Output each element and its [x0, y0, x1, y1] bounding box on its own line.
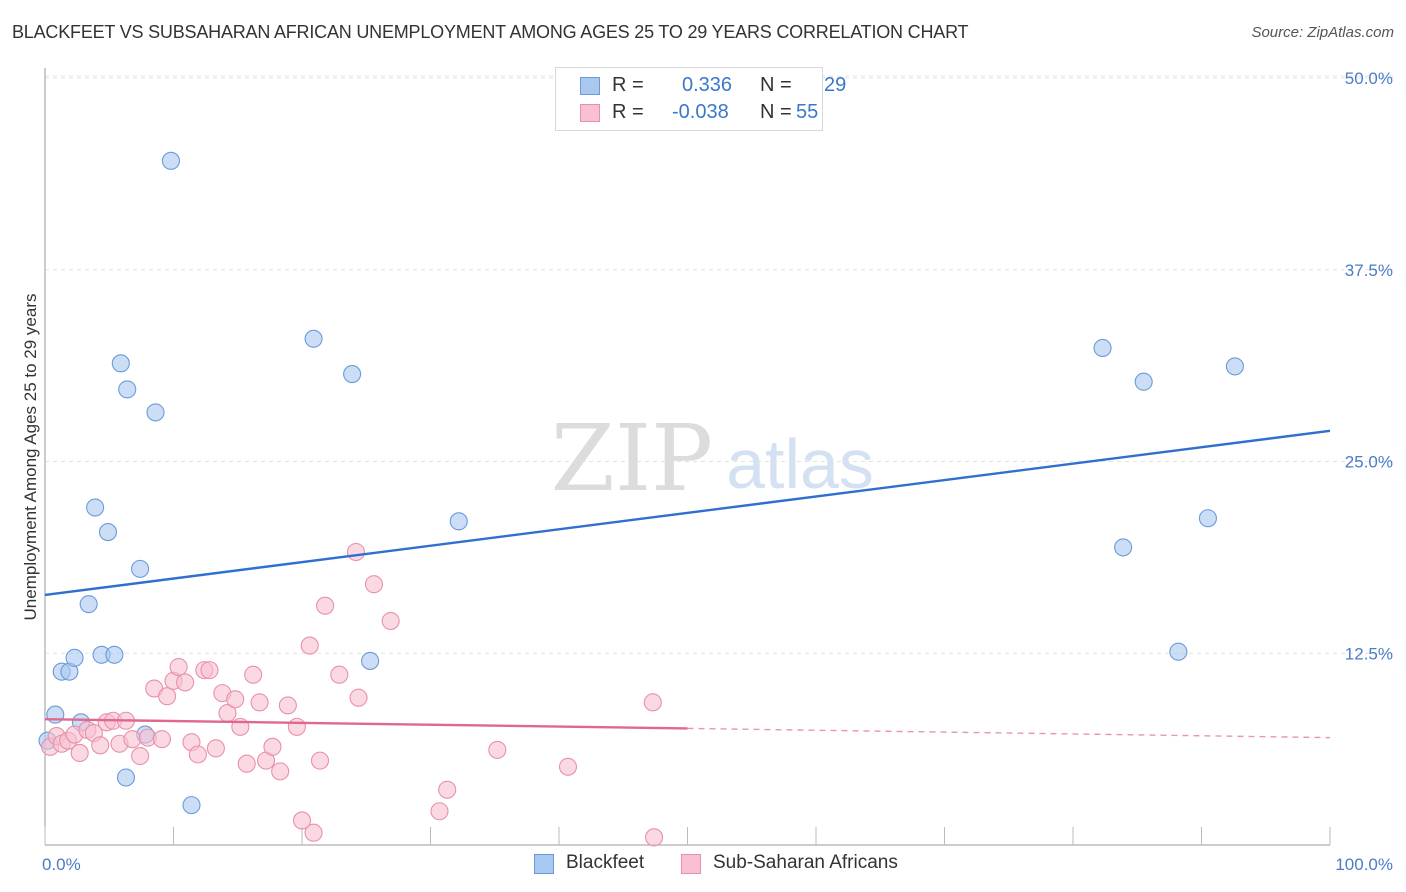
series-legend: Blackfeet Sub-Saharan Africans: [0, 851, 1406, 879]
blackfeet-point: [131, 559, 150, 578]
x-tick-label: 100.0%: [1335, 855, 1393, 874]
subsaharan-point: [349, 688, 368, 707]
subsaharan-point: [226, 690, 245, 709]
legend-r-label: R =: [612, 101, 644, 123]
subsaharan-trend-line-extension: [687, 727, 1331, 739]
y-axis-label: Unemployment Among Ages 25 to 29 years: [21, 294, 40, 621]
subsaharan-point: [271, 762, 290, 781]
blackfeet-point: [79, 595, 98, 614]
subsaharan-point: [158, 687, 177, 706]
subsaharan-point: [346, 542, 366, 562]
y-tick-label: 37.5%: [1345, 261, 1393, 280]
blackfeet-point: [116, 768, 136, 787]
axes: [44, 68, 1331, 846]
trend-lines: [44, 429, 1331, 739]
subsaharan-point: [176, 673, 195, 692]
subsaharan-point: [300, 636, 319, 655]
subsaharan-point: [263, 737, 282, 756]
subsaharan-point: [292, 811, 312, 830]
blackfeet-point: [1225, 357, 1244, 376]
legend-n-value: 29: [824, 74, 847, 96]
blackfeet-point: [98, 523, 118, 542]
subsaharan-point: [131, 746, 150, 766]
subsaharan-point: [310, 751, 330, 770]
legend-label-blackfeet: Blackfeet: [566, 852, 645, 873]
watermark-atlas: atlas: [726, 425, 874, 503]
blackfeet-point: [86, 498, 105, 517]
blackfeet-point: [65, 648, 84, 667]
grid-lines: [45, 75, 1393, 654]
subsaharan-point: [438, 780, 457, 799]
blackfeet-trend-line: [44, 429, 1331, 597]
subsaharan-point: [200, 661, 219, 680]
y-tick-label: 12.5%: [1345, 644, 1393, 663]
data-points: [38, 151, 1244, 847]
blackfeet-point: [1114, 538, 1133, 557]
legend-swatch-subsaharan: [580, 104, 600, 122]
subsaharan-point: [316, 596, 335, 615]
blackfeet-point: [161, 151, 180, 170]
tick-labels: 12.5% 25.0% 37.5% 50.0% 0.0% 100.0%: [42, 69, 1393, 874]
subsaharan-point: [152, 730, 171, 749]
legend-r-label: R =: [612, 74, 644, 96]
legend-n-label: N =: [760, 74, 792, 96]
blackfeet-point: [105, 645, 124, 664]
subsaharan-point: [488, 740, 507, 759]
watermark-zip: ZIP: [551, 405, 713, 512]
correlation-legend: R = 0.336 N = 29 R = -0.038 N = 55: [555, 67, 846, 131]
blackfeet-point: [449, 512, 468, 531]
subsaharan-point: [330, 665, 349, 684]
blackfeet-point: [361, 651, 380, 670]
legend-swatch-blackfeet: [580, 77, 600, 95]
subsaharan-point: [70, 743, 89, 763]
blackfeet-point: [304, 329, 323, 348]
chart-title: BLACKFEET VS SUBSAHARAN AFRICAN UNEMPLOY…: [12, 22, 969, 42]
subsaharan-point: [278, 696, 297, 715]
blackfeet-point: [1169, 642, 1188, 661]
blackfeet-point: [1093, 338, 1112, 358]
legend-swatch-blackfeet: [534, 854, 554, 874]
blackfeet-point: [118, 380, 137, 399]
subsaharan-trend-line: [44, 718, 688, 730]
subsaharan-point: [188, 745, 207, 764]
subsaharan-point: [250, 693, 269, 712]
blackfeet-point: [343, 365, 362, 384]
subsaharan-point: [645, 828, 664, 847]
subsaharan-point: [237, 754, 256, 773]
subsaharan-point: [287, 717, 306, 736]
subsaharan-point: [123, 730, 142, 749]
legend-n-value: 55: [796, 101, 819, 123]
x-tick-label: 0.0%: [42, 855, 81, 874]
legend-swatch-subsaharan: [681, 854, 701, 874]
legend-label-subsaharan: Sub-Saharan Africans: [713, 852, 898, 873]
subsaharan-point: [244, 665, 263, 684]
y-tick-label: 25.0%: [1345, 453, 1393, 472]
legend-n-label: N =: [760, 101, 792, 123]
subsaharan-point: [91, 736, 110, 755]
legend-r-value: -0.038: [672, 101, 729, 123]
source-credit: Source: ZipAtlas.com: [1251, 24, 1394, 41]
subsaharan-point: [206, 739, 225, 758]
blackfeet-point: [1134, 372, 1153, 391]
blackfeet-point: [146, 403, 165, 422]
subsaharan-point: [430, 802, 449, 821]
blackfeet-point: [182, 796, 201, 815]
y-tick-label: 50.0%: [1345, 69, 1393, 88]
legend-r-value: 0.336: [682, 74, 733, 96]
subsaharan-point: [643, 693, 662, 712]
subsaharan-point: [169, 658, 188, 677]
blackfeet-point: [111, 354, 130, 373]
subsaharan-point: [558, 757, 578, 776]
subsaharan-point: [304, 823, 323, 842]
blackfeet-point: [1198, 509, 1217, 528]
subsaharan-point: [381, 611, 400, 631]
subsaharan-point: [364, 575, 384, 594]
